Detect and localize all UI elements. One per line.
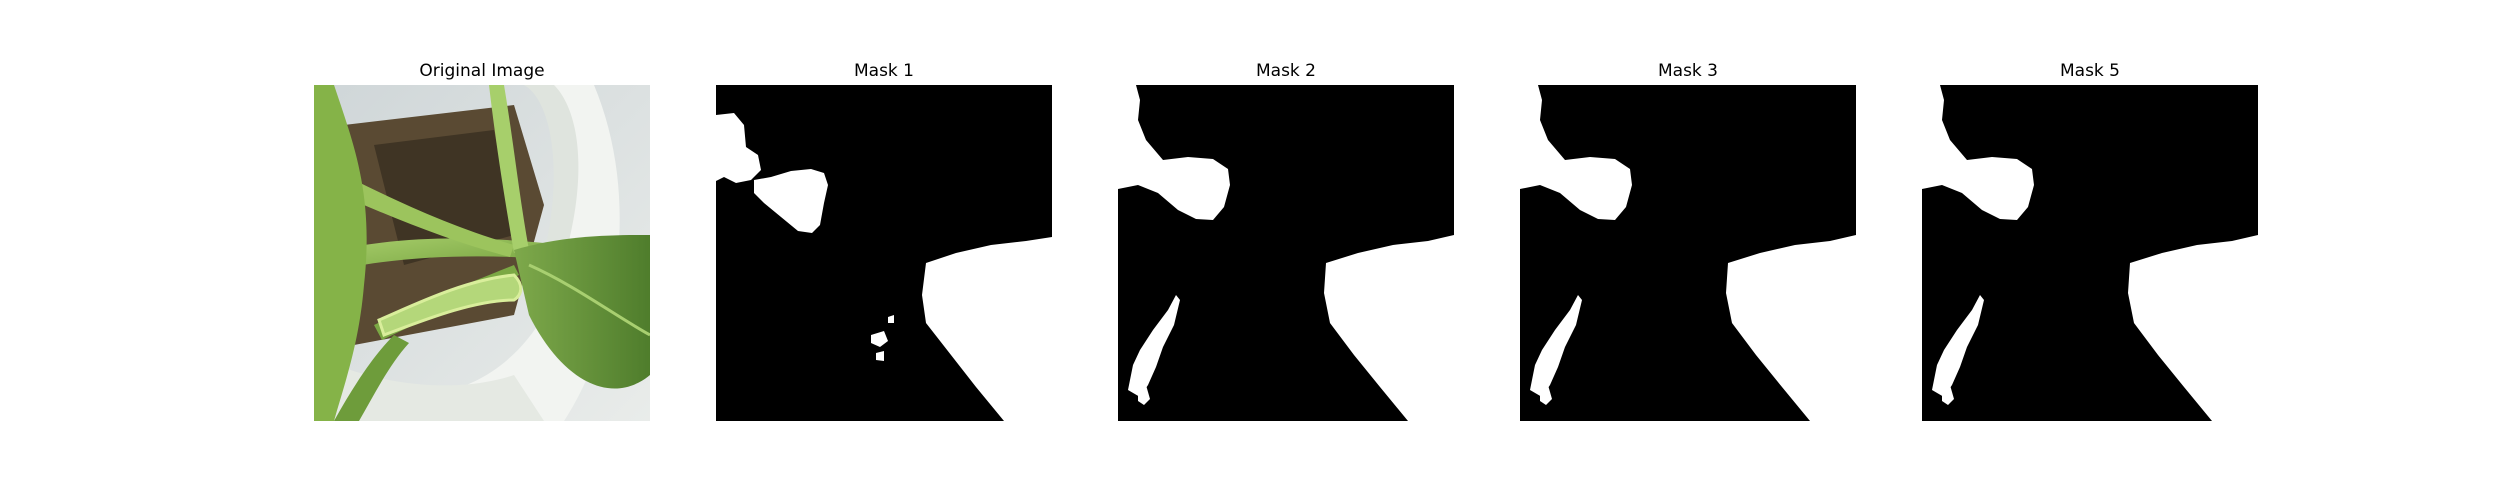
original-image xyxy=(314,85,650,421)
panel-title: Mask 2 xyxy=(1255,61,1316,81)
mask-5-panel: Mask 5 xyxy=(1922,58,2258,421)
mask-5-image xyxy=(1922,85,2258,421)
panel-title: Mask 3 xyxy=(1657,61,1718,81)
mask-3-image xyxy=(1520,85,1856,421)
panel-title: Mask 5 xyxy=(2059,61,2120,81)
mask-1-panel: Mask 1 xyxy=(716,58,1052,421)
mask-2-image xyxy=(1118,85,1454,421)
panel-title: Original Image xyxy=(419,61,545,81)
mask-2-panel: Mask 2 xyxy=(1118,58,1454,421)
panel-title: Mask 1 xyxy=(853,61,914,81)
mask-1-image xyxy=(716,85,1052,421)
original-image-panel: Original Image xyxy=(314,58,650,421)
mask-3-panel: Mask 3 xyxy=(1520,58,1856,421)
